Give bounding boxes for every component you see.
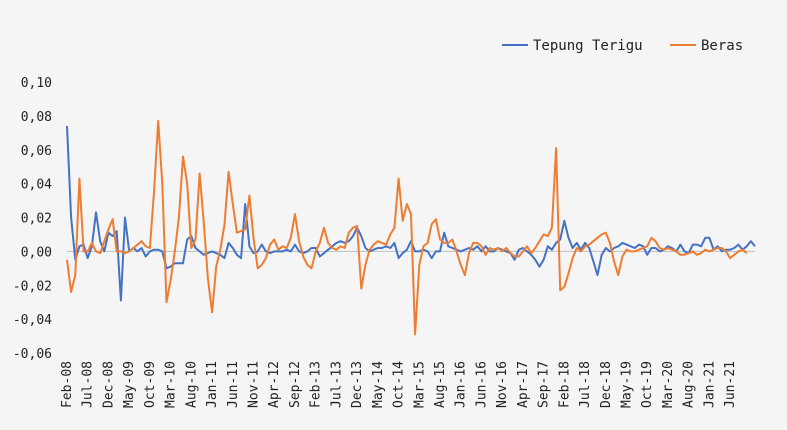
x-tick-label: Jan-21 [702, 361, 717, 408]
y-tick-label: -0,06 [13, 347, 52, 362]
y-tick-label: 0,04 [21, 178, 52, 193]
x-tick-label: Jul-13 [329, 361, 344, 408]
x-tick-label: Feb-13 [309, 361, 324, 408]
x-tick-label: Oct-19 [640, 361, 655, 408]
x-tick-label: Jan-11 [205, 361, 220, 408]
legend-label-beras: Beras [701, 38, 743, 54]
y-tick-label: -0,02 [13, 279, 52, 294]
x-axis: Feb-08 Jul-08 Dec-08 May-09 Oct-09 Mar-10 Aug-… [60, 361, 738, 408]
legend-item-tepung-terigu: Tepung Terigu [502, 38, 643, 54]
x-tick-label: May-19 [620, 361, 635, 408]
x-tick-label: May-14 [371, 361, 386, 408]
x-tick-label: Jul-08 [81, 361, 96, 408]
x-tick-label: Oct-14 [392, 361, 407, 408]
y-axis: 0,10 0,08 0,06 0,04 0,02 0,00 -0,02 -0,04 -0,06 [13, 76, 755, 362]
x-tick-label: Oct-09 [143, 361, 158, 408]
x-tick-label: Dec-18 [599, 361, 614, 408]
x-tick-label: Aug-20 [682, 361, 697, 408]
legend-label-tepung-terigu: Tepung Terigu [533, 38, 643, 54]
x-tick-label: Jun-16 [475, 361, 490, 408]
x-tick-label: Mar-10 [164, 361, 179, 408]
x-tick-label: Jul-18 [578, 361, 593, 408]
x-tick-label: Mar-20 [661, 361, 676, 408]
x-tick-label: Jun-11 [226, 361, 241, 408]
legend: Tepung Terigu Beras [502, 38, 743, 54]
x-tick-label: Dec-13 [350, 361, 365, 408]
x-tick-label: Aug-15 [433, 361, 448, 408]
series-layer [66, 120, 756, 336]
x-tick-label: Nov-16 [495, 361, 510, 408]
x-tick-label: Sep-12 [288, 361, 303, 408]
x-tick-label: Feb-18 [557, 361, 572, 408]
x-tick-label: Sep-17 [537, 361, 552, 408]
y-tick-label: 0,10 [21, 76, 52, 91]
x-tick-label: Jun-21 [723, 361, 738, 408]
legend-item-beras: Beras [670, 38, 743, 54]
x-tick-label: Nov-11 [247, 361, 262, 408]
x-tick-label: Aug-10 [184, 361, 199, 408]
x-tick-label: Apr-17 [516, 361, 531, 408]
y-tick-label: 0,00 [21, 245, 52, 260]
x-tick-label: May-09 [122, 361, 137, 408]
x-tick-label: Apr-12 [267, 361, 282, 408]
y-tick-label: 0,02 [21, 212, 52, 227]
x-tick-label: Feb-08 [60, 361, 75, 408]
x-tick-label: Dec-08 [101, 361, 116, 408]
y-tick-label: 0,08 [21, 110, 52, 125]
x-tick-label: Mar-15 [412, 361, 427, 408]
series-line-beras [66, 120, 748, 336]
y-tick-label: -0,04 [13, 313, 52, 328]
y-tick-label: 0,06 [21, 144, 52, 159]
x-tick-label: Jan-16 [454, 361, 469, 408]
